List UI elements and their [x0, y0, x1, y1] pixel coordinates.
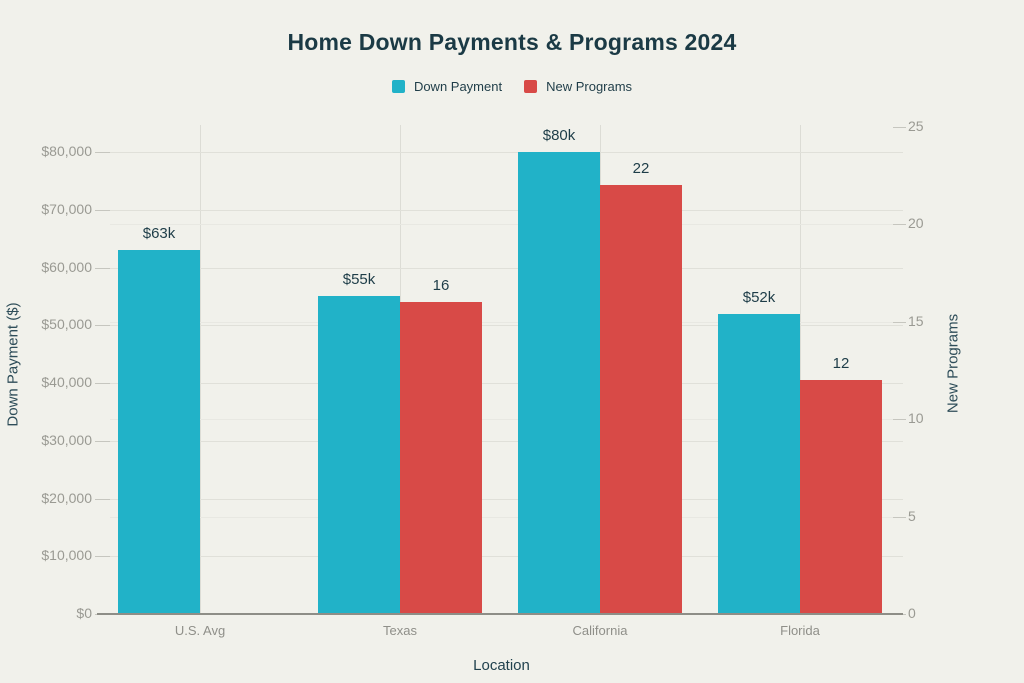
right-axis-tick-label: 5	[908, 507, 916, 524]
right-axis-tick	[893, 126, 906, 128]
bar-value-label: $80k	[542, 127, 576, 144]
h-gridline-left	[110, 383, 903, 384]
left-axis-tick-label: $70,000	[41, 200, 92, 217]
right-axis-tick	[893, 516, 906, 518]
v-gridline	[200, 125, 201, 613]
h-gridline-left	[110, 209, 903, 211]
right-axis-title: New Programs	[944, 313, 962, 414]
left-axis-tick-label: $10,000	[41, 547, 92, 564]
legend-label-new-programs: New Programs	[546, 79, 633, 94]
left-axis-title: Down Payment ($)	[4, 302, 22, 427]
bar-new-programs	[800, 380, 882, 613]
bar-value-label: 16	[432, 277, 450, 294]
x-axis-line	[97, 613, 903, 615]
h-gridline-left	[110, 498, 903, 500]
h-gridline-left	[110, 152, 903, 153]
bar-down-payment	[318, 296, 400, 613]
x-category-label: Florida	[780, 623, 820, 638]
legend: Down Payment New Programs	[0, 79, 1024, 94]
v-gridline	[800, 125, 801, 613]
left-axis-tick-label: $60,000	[41, 258, 92, 275]
h-gridline-left	[110, 325, 903, 327]
bar-new-programs	[600, 185, 682, 613]
bar-value-label: $55k	[342, 271, 376, 289]
left-axis-tick-label: $20,000	[41, 489, 92, 506]
h-gridline-right	[110, 321, 893, 323]
left-axis-tick	[95, 498, 110, 500]
right-axis-tick-label: 15	[908, 312, 924, 329]
left-axis-tick-label: $80,000	[41, 143, 92, 159]
right-axis-tick-label: 20	[908, 215, 924, 231]
h-gridline-left	[110, 440, 903, 442]
legend-swatch-down-payment	[391, 80, 405, 93]
x-axis-title: Location	[473, 657, 530, 674]
bar-value-label: 12	[832, 355, 850, 372]
x-category-label: California	[572, 623, 628, 638]
legend-label-down-payment: Down Payment	[413, 79, 503, 94]
bar-value-label: $52k	[742, 288, 776, 306]
bar-new-programs	[400, 302, 482, 613]
left-axis-tick-label: $30,000	[41, 431, 92, 448]
right-axis-tick	[893, 224, 906, 225]
bar-down-payment	[518, 152, 600, 613]
right-axis-tick	[893, 321, 906, 323]
legend-item-down-payment: Down Payment	[391, 79, 503, 94]
right-axis-tick	[893, 419, 906, 420]
left-axis-tick	[95, 556, 110, 558]
left-axis-tick	[95, 383, 110, 384]
left-axis-tick-label: $40,000	[41, 374, 92, 390]
legend-item-new-programs: New Programs	[524, 79, 632, 94]
h-gridline-left	[110, 556, 903, 558]
left-axis-tick	[95, 325, 110, 327]
bar-value-label: 22	[632, 160, 650, 177]
bar-down-payment	[718, 313, 800, 613]
bar-value-label: $63k	[142, 225, 176, 243]
h-gridline-left	[110, 267, 903, 269]
chart-title: Home Down Payments & Programs 2024	[287, 29, 737, 55]
left-axis-tick-label: $0	[76, 605, 92, 621]
x-category-label: Texas	[383, 623, 417, 638]
legend-swatch-new-programs	[524, 80, 538, 93]
bar-down-payment	[118, 250, 200, 613]
right-axis-tick-label: 25	[908, 117, 924, 134]
left-axis-tick	[95, 152, 110, 153]
left-axis-tick	[95, 209, 110, 211]
right-axis-tick-label: 0	[908, 605, 916, 621]
left-axis-tick-label: $50,000	[41, 316, 92, 333]
h-gridline-right	[110, 516, 893, 518]
left-axis-tick	[95, 267, 110, 269]
x-category-label: U.S. Avg	[174, 623, 226, 638]
h-gridline-right	[110, 419, 893, 420]
left-axis-tick	[95, 440, 110, 442]
right-axis-tick-label: 10	[908, 410, 924, 426]
h-gridline-right	[110, 224, 893, 225]
